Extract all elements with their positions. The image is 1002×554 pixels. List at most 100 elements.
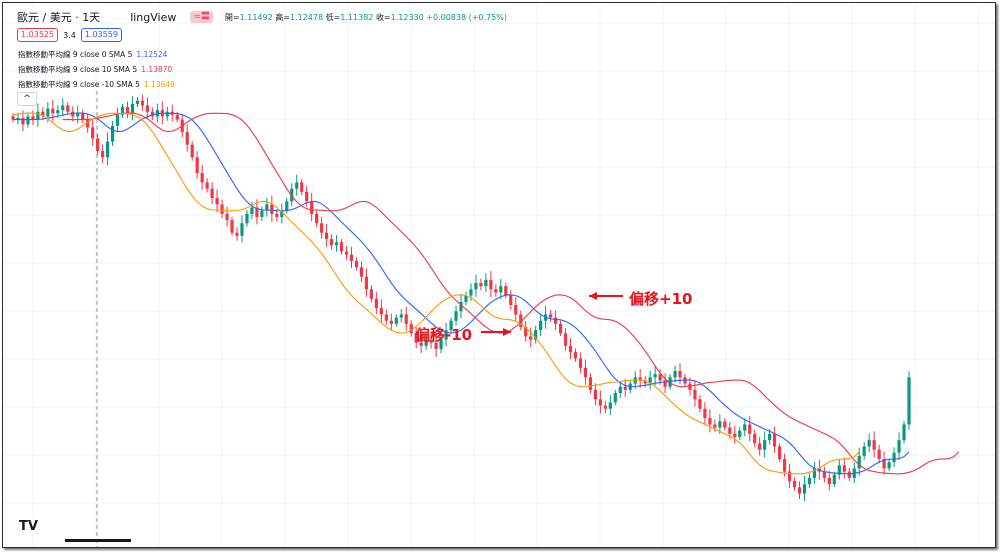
candle-down bbox=[344, 251, 349, 255]
candle-up bbox=[285, 201, 289, 211]
candle-up bbox=[539, 320, 543, 331]
candle-down bbox=[558, 323, 563, 334]
candle-up bbox=[165, 111, 169, 117]
candle-down bbox=[678, 371, 682, 378]
candle-down bbox=[195, 157, 199, 173]
candle-up bbox=[245, 213, 249, 224]
candle-up bbox=[295, 182, 299, 189]
candle-down bbox=[593, 389, 597, 400]
candle-down bbox=[275, 213, 279, 217]
trade-buttons: 1.03525 3.4 1.03559 bbox=[17, 28, 122, 42]
candle-down bbox=[409, 323, 413, 334]
candle-down bbox=[145, 105, 149, 112]
market-status-icon[interactable]: =〓 bbox=[190, 11, 213, 23]
candle-down bbox=[777, 446, 782, 459]
candle-down bbox=[588, 377, 593, 390]
candle-down bbox=[573, 352, 578, 359]
tradingview-logo[interactable]: TV bbox=[19, 519, 38, 534]
candle-down bbox=[86, 119, 90, 128]
brand-label: lingView bbox=[130, 10, 177, 24]
buy-button[interactable]: 1.03559 bbox=[80, 28, 122, 42]
candle-up bbox=[240, 223, 244, 236]
candle-down bbox=[41, 111, 45, 117]
candle-up bbox=[892, 452, 896, 463]
candle-down bbox=[210, 188, 214, 199]
candle-up bbox=[61, 105, 65, 111]
chart-window: 歐元 / 美元 · 1天 lingView =〓 開=1.11492 高=1.1… bbox=[2, 2, 996, 548]
candle-down bbox=[872, 440, 876, 450]
ohlc-readout: 開=1.11492 高=1.12478 低=1.11382 收=1.12330 … bbox=[224, 12, 507, 22]
candle-down bbox=[310, 201, 314, 214]
candle-down bbox=[66, 105, 70, 112]
price-chart[interactable] bbox=[3, 3, 996, 548]
candle-up bbox=[56, 110, 60, 114]
candle-down bbox=[81, 113, 85, 120]
candle-up bbox=[439, 339, 443, 349]
candle-up bbox=[534, 330, 538, 340]
candle-down bbox=[429, 339, 433, 343]
candle-up bbox=[653, 374, 657, 378]
candle-up bbox=[334, 242, 339, 246]
candle-down bbox=[553, 317, 558, 324]
candle-down bbox=[185, 132, 189, 145]
candle-up bbox=[862, 446, 866, 456]
candle-down bbox=[603, 405, 607, 409]
candle-down bbox=[693, 389, 697, 400]
candle-down bbox=[215, 198, 219, 205]
candle-up bbox=[499, 286, 503, 293]
candle-down bbox=[255, 207, 259, 217]
indicator-legend-ema-minus[interactable]: 指數移動平均線 9 close -10 SMA 5 1.13649 bbox=[18, 80, 175, 89]
candle-down bbox=[638, 377, 642, 381]
candle-down bbox=[315, 213, 319, 224]
candle-down bbox=[404, 314, 408, 324]
candle-down bbox=[643, 380, 647, 384]
candle-down bbox=[125, 107, 130, 114]
candle-down bbox=[414, 333, 418, 343]
candle-up bbox=[802, 484, 807, 494]
candle-down bbox=[509, 295, 513, 305]
sell-button[interactable]: 1.03525 bbox=[17, 28, 59, 42]
candle-down bbox=[877, 449, 881, 459]
candle-down bbox=[524, 327, 528, 337]
candle-up bbox=[394, 317, 398, 324]
candle-down bbox=[758, 443, 762, 450]
candle-down bbox=[792, 481, 797, 488]
candle-down bbox=[11, 116, 15, 120]
candle-up bbox=[837, 465, 841, 475]
candle-down bbox=[842, 465, 846, 472]
candle-down bbox=[773, 433, 777, 447]
candle-down bbox=[847, 471, 851, 478]
candle-down bbox=[504, 286, 508, 296]
annotation-minus-label: 偏移-10 bbox=[415, 326, 473, 344]
candle-down bbox=[339, 242, 344, 252]
candle-down bbox=[379, 308, 383, 315]
candle-up bbox=[464, 295, 468, 302]
candle-down bbox=[733, 433, 737, 437]
candle-up bbox=[648, 377, 652, 384]
candle-down bbox=[529, 336, 533, 340]
candle-up bbox=[902, 424, 906, 441]
candle-down bbox=[519, 314, 523, 327]
candle-up bbox=[668, 377, 672, 387]
candle-up bbox=[399, 314, 403, 318]
candle-down bbox=[96, 138, 100, 151]
candle-down bbox=[827, 477, 831, 485]
symbol-title[interactable]: 歐元 / 美元 · 1天 bbox=[17, 11, 101, 24]
candle-up bbox=[36, 111, 40, 120]
candle-down bbox=[419, 342, 423, 346]
candle-up bbox=[454, 311, 458, 321]
collapse-legend-chevron-up-icon[interactable]: ^ bbox=[17, 92, 37, 106]
candle-down bbox=[663, 380, 667, 387]
candle-down bbox=[200, 173, 204, 183]
indicator-legend-ema-plus[interactable]: 指數移動平均線 9 close 10 SMA 5 1.13870 bbox=[18, 65, 173, 74]
time-scrollbar[interactable] bbox=[65, 539, 131, 542]
candle-up bbox=[738, 430, 742, 437]
candle-down bbox=[359, 267, 364, 277]
indicator-legend-ema[interactable]: 指數移動平均線 9 close 0 SMA 5 1.12524 bbox=[18, 50, 168, 59]
candle-down bbox=[320, 223, 324, 233]
candle-down bbox=[708, 418, 712, 425]
candle-down bbox=[389, 320, 393, 324]
ema-plus-line bbox=[62, 112, 960, 475]
candle-down bbox=[349, 254, 354, 261]
change-value: +0.00838 (+0.75%) bbox=[426, 12, 507, 22]
